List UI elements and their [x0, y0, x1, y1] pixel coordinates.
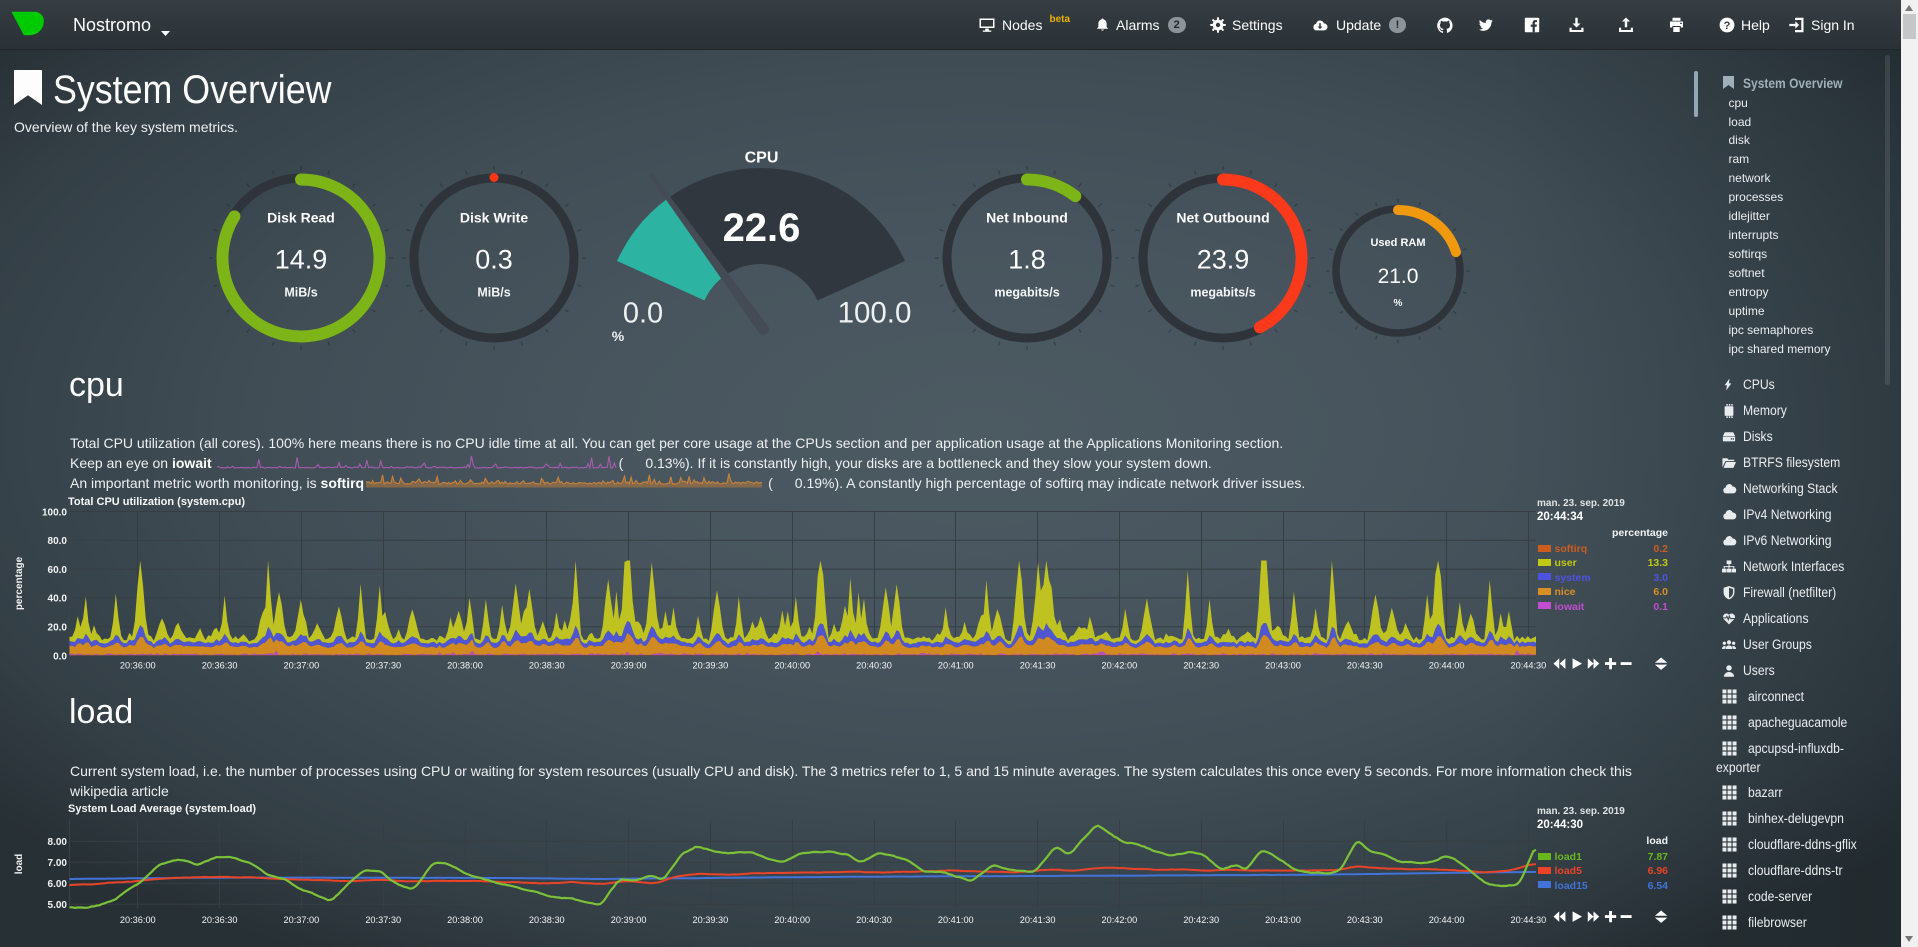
svg-text:20:43:30: 20:43:30: [1347, 661, 1383, 671]
svg-text:20:38:00: 20:38:00: [447, 661, 483, 671]
svg-text:20:37:00: 20:37:00: [284, 661, 320, 671]
svg-text:20:37:00: 20:37:00: [284, 915, 320, 925]
svg-text:6.00: 6.00: [48, 879, 68, 890]
svg-text:20:40:00: 20:40:00: [774, 661, 810, 671]
svg-text:Net Outbound: Net Outbound: [1176, 210, 1269, 226]
svg-text:load: load: [14, 854, 25, 875]
svg-text:80.0: 80.0: [48, 536, 68, 547]
svg-text:20:36:30: 20:36:30: [202, 661, 238, 671]
svg-text:20:44:00: 20:44:00: [1429, 661, 1465, 671]
svg-text:20:39:30: 20:39:30: [693, 915, 729, 925]
svg-text:8.00: 8.00: [48, 837, 68, 848]
svg-text:percentage: percentage: [14, 556, 25, 610]
svg-text:20:36:00: 20:36:00: [120, 661, 156, 671]
svg-text:23.9: 23.9: [1197, 245, 1250, 275]
svg-text:21.0: 21.0: [1378, 265, 1419, 288]
svg-text:20:41:30: 20:41:30: [1020, 661, 1056, 671]
svg-text:20:38:00: 20:38:00: [447, 915, 483, 925]
svg-text:20:40:30: 20:40:30: [856, 661, 892, 671]
svg-text:1.8: 1.8: [1008, 245, 1046, 275]
svg-text:20:36:30: 20:36:30: [202, 915, 238, 925]
svg-text:%: %: [612, 328, 625, 344]
svg-text:20:43:00: 20:43:00: [1265, 915, 1301, 925]
svg-text:20:36:00: 20:36:00: [120, 915, 156, 925]
svg-text:0.0: 0.0: [623, 298, 663, 330]
svg-text:20:42:00: 20:42:00: [1102, 915, 1138, 925]
svg-text:60.0: 60.0: [48, 565, 68, 576]
svg-text:40.0: 40.0: [48, 594, 68, 605]
svg-text:20:37:30: 20:37:30: [365, 915, 401, 925]
svg-text:Net Inbound: Net Inbound: [986, 210, 1068, 226]
svg-text:5.00: 5.00: [48, 900, 68, 911]
svg-text:20:44:30: 20:44:30: [1511, 915, 1547, 925]
svg-text:20:41:00: 20:41:00: [938, 661, 974, 671]
svg-text:Disk Write: Disk Write: [460, 210, 528, 226]
svg-text:Used RAM: Used RAM: [1370, 237, 1425, 249]
svg-text:20:42:30: 20:42:30: [1183, 661, 1219, 671]
svg-text:20:40:00: 20:40:00: [774, 915, 810, 925]
svg-text:22.6: 22.6: [723, 206, 801, 250]
svg-text:MiB/s: MiB/s: [477, 286, 510, 300]
svg-text:CPU: CPU: [745, 150, 779, 167]
svg-text:20:42:00: 20:42:00: [1102, 661, 1138, 671]
svg-text:20:43:30: 20:43:30: [1347, 915, 1383, 925]
svg-text:20:40:30: 20:40:30: [856, 915, 892, 925]
svg-text:20:37:30: 20:37:30: [365, 661, 401, 671]
svg-text:20:38:30: 20:38:30: [529, 915, 565, 925]
svg-text:20:41:00: 20:41:00: [938, 915, 974, 925]
svg-text:100.0: 100.0: [42, 507, 67, 518]
svg-text:megabits/s: megabits/s: [994, 286, 1059, 300]
svg-text:20:42:30: 20:42:30: [1183, 915, 1219, 925]
svg-text:0.0: 0.0: [53, 651, 67, 662]
svg-text:20.0: 20.0: [48, 623, 68, 634]
svg-text:20:38:30: 20:38:30: [529, 661, 565, 671]
svg-text:MiB/s: MiB/s: [284, 286, 317, 300]
svg-text:?: ?: [1724, 20, 1731, 32]
svg-text:20:39:30: 20:39:30: [693, 661, 729, 671]
svg-text:0.3: 0.3: [475, 245, 513, 275]
svg-text:20:44:00: 20:44:00: [1429, 915, 1465, 925]
svg-text:20:44:30: 20:44:30: [1511, 661, 1547, 671]
svg-text:14.9: 14.9: [275, 245, 328, 275]
svg-text:20:43:00: 20:43:00: [1265, 661, 1301, 671]
svg-text:7.00: 7.00: [48, 858, 68, 869]
svg-text:100.0: 100.0: [838, 297, 912, 330]
svg-text:20:41:30: 20:41:30: [1020, 915, 1056, 925]
svg-text:Disk Read: Disk Read: [267, 210, 335, 226]
svg-text:20:39:00: 20:39:00: [611, 915, 647, 925]
svg-text:%: %: [1394, 298, 1403, 309]
svg-text:megabits/s: megabits/s: [1190, 286, 1255, 300]
svg-text:20:39:00: 20:39:00: [611, 661, 647, 671]
